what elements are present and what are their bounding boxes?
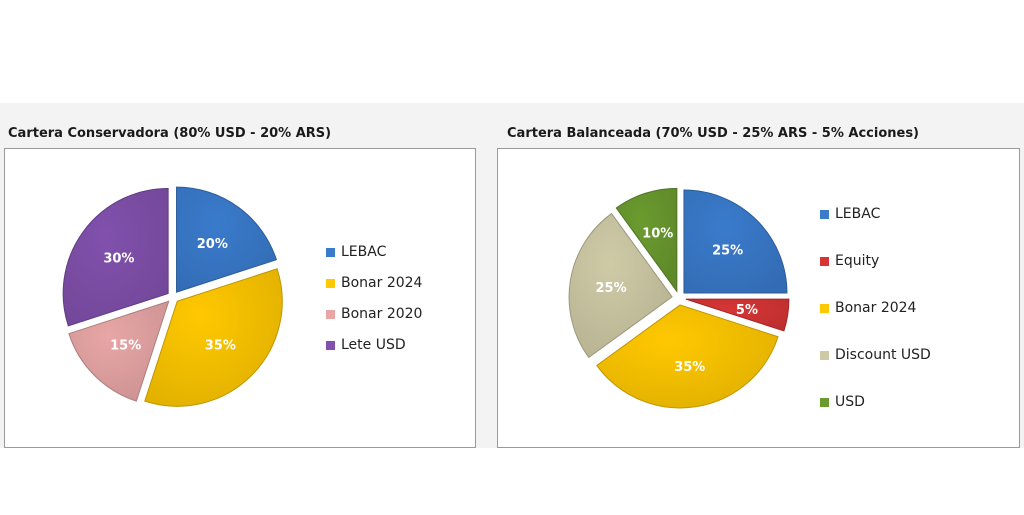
legend-label: LEBAC — [835, 206, 881, 222]
legend-swatch — [326, 278, 335, 288]
slice-label-bonar-2024: 35% — [205, 338, 236, 353]
legend-swatch — [820, 303, 829, 313]
legend-item-discount-usd: Discount USD — [820, 345, 931, 365]
pie-slice-equity — [685, 298, 790, 332]
pie-slice-discount-usd — [568, 212, 673, 359]
legend-label: USD — [835, 394, 865, 410]
legend-label: Bonar 2024 — [341, 275, 423, 291]
chart-title-balanceada: Cartera Balanceada (70% USD - 25% ARS - … — [507, 126, 920, 141]
legend-swatch — [326, 340, 335, 350]
legend-conservadora: LEBAC Bonar 2024 Bonar 2020 Lete USD — [326, 242, 422, 366]
pie-slice-bonar-2024 — [144, 268, 283, 407]
slice-label-lebac: 20% — [197, 237, 228, 252]
pie-slice-bonar-2024 — [596, 304, 779, 409]
chart-panel-conservadora: 20% 35% 15% 30% LEBAC Bonar 2024 Bonar 2020 Le… — [4, 148, 476, 448]
legend-label: Equity — [835, 253, 880, 269]
legend-label: Bonar 2020 — [341, 306, 423, 322]
legend-balanceada: LEBAC Equity Bonar 2024 Discount USD USD — [820, 204, 931, 412]
slice-label-bonar-2024: 35% — [674, 360, 705, 375]
pie-chart-conservadora: 20% 35% 15% 30% — [62, 186, 283, 407]
pie-slice-lebac — [176, 186, 278, 293]
legend-swatch — [326, 247, 335, 257]
legend-label: Lete USD — [341, 337, 406, 353]
legend-item-bonar-2020: Bonar 2020 — [326, 304, 422, 324]
legend-item-lebac: LEBAC — [326, 242, 422, 262]
legend-item-usd: USD — [820, 392, 931, 412]
pie-slice-bonar-2020 — [68, 300, 170, 402]
slice-label-bonar-2020: 15% — [110, 338, 141, 353]
legend-item-bonar-2024: Bonar 2024 — [820, 298, 931, 318]
legend-swatch — [820, 350, 829, 360]
chart-title-conservadora: Cartera Conservadora (80% USD - 20% ARS) — [8, 126, 332, 141]
legend-item-bonar-2024: Bonar 2024 — [326, 273, 422, 293]
legend-label: Discount USD — [835, 347, 931, 363]
slice-label-lebac: 25% — [712, 243, 743, 258]
slice-label-equity: 5% — [736, 303, 758, 318]
pie-slice-lebac — [683, 189, 788, 294]
pie-chart-balanceada: 25% 5% 35% 25% 10% — [568, 187, 790, 409]
slice-label-discount-usd: 25% — [595, 281, 626, 296]
legend-label: LEBAC — [341, 244, 387, 260]
legend-item-equity: Equity — [820, 251, 931, 271]
chart-panel-balanceada: 25% 5% 35% 25% 10% LEBAC Equity Bonar 2024 Disc… — [497, 148, 1020, 448]
legend-swatch — [820, 256, 829, 266]
legend-label: Bonar 2024 — [835, 300, 917, 316]
slice-label-lete-usd: 30% — [103, 252, 134, 267]
legend-item-lete-usd: Lete USD — [326, 335, 422, 355]
slice-label-usd: 10% — [642, 227, 673, 242]
legend-swatch — [326, 309, 335, 319]
legend-swatch — [820, 209, 829, 219]
pie-slice-usd — [615, 187, 678, 293]
legend-swatch — [820, 397, 829, 407]
pie-slice-lete-usd — [62, 187, 169, 327]
legend-item-lebac: LEBAC — [820, 204, 931, 224]
